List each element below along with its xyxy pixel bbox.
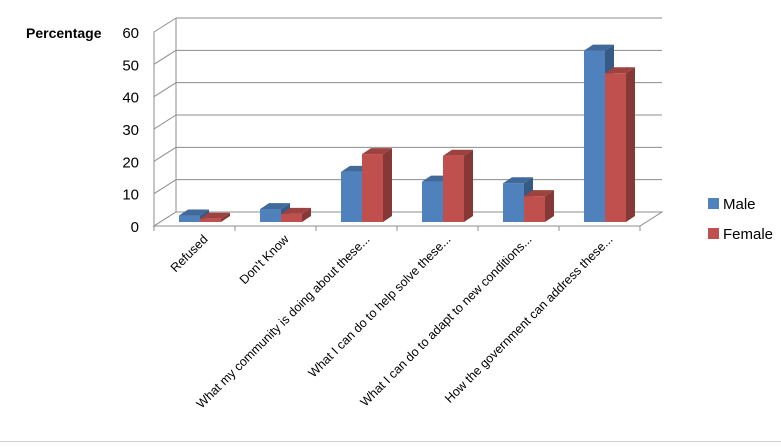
y-tick-label: 10	[122, 187, 139, 204]
legend-swatch-female	[708, 228, 719, 239]
y-tick-label: 20	[122, 154, 139, 171]
gridlines	[153, 17, 662, 227]
y-tick-label: 60	[122, 25, 139, 42]
legend: Male Female	[708, 196, 773, 243]
legend-swatch-male	[708, 198, 719, 209]
gridline-side	[153, 82, 177, 98]
x-tick-label: Refused	[168, 232, 211, 275]
bar-female	[605, 67, 635, 223]
bar-female	[524, 190, 554, 222]
x-tick-label: What I can do to adapt to new conditions…	[358, 232, 535, 409]
bars	[179, 44, 635, 223]
x-tick-label: Don't Know	[237, 232, 293, 288]
x-tick-label: How the government can address these...	[442, 232, 616, 406]
gridline-side	[153, 49, 177, 65]
x-tick-label: What I can do to help solve these...	[306, 232, 454, 380]
x-tick-label: What my community is doing about these..…	[194, 232, 373, 411]
y-axis-label: Percentage	[26, 25, 102, 41]
window-bottom-border	[0, 441, 781, 442]
legend-label-female: Female	[723, 226, 773, 243]
gridline-side	[153, 114, 177, 130]
gridline-side	[153, 17, 177, 33]
gridline-side	[153, 179, 177, 195]
bar-female	[281, 207, 311, 222]
y-tick-label: 50	[122, 57, 139, 74]
y-tick-label: 40	[122, 90, 139, 107]
bar-female	[443, 149, 473, 222]
y-axis-ticks: 0 10 20 30 40 50 60	[122, 25, 139, 236]
gridline-side	[153, 146, 177, 162]
y-tick-label: 30	[122, 122, 139, 139]
bar-female	[200, 212, 230, 222]
bar-female	[362, 148, 392, 222]
y-tick-label: 0	[131, 219, 139, 236]
legend-label-male: Male	[723, 196, 756, 213]
